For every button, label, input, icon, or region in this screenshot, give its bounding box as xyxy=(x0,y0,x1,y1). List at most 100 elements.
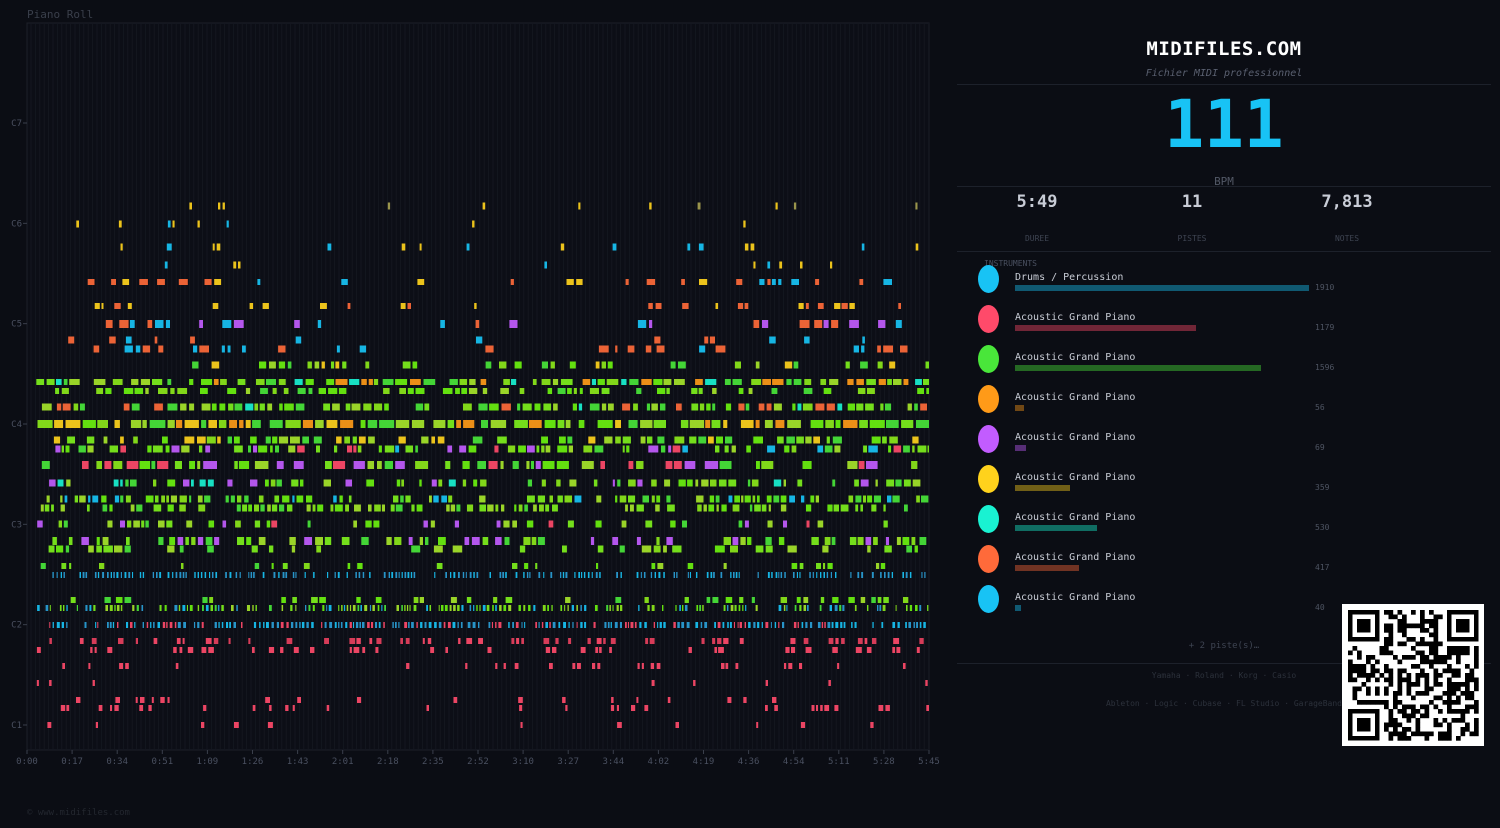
midi-note xyxy=(697,202,701,210)
midi-note xyxy=(422,638,425,644)
midi-note xyxy=(479,605,481,611)
midi-note xyxy=(114,605,116,611)
midi-note xyxy=(815,403,825,411)
midi-note xyxy=(578,420,585,428)
qr-module xyxy=(1429,731,1434,737)
midi-note xyxy=(374,403,383,411)
midi-note xyxy=(235,572,238,578)
qr-module xyxy=(1384,650,1389,656)
instrument-row[interactable]: Acoustic Grand Piano 40 xyxy=(977,585,1357,625)
midi-note xyxy=(204,279,212,285)
time-label: 0:51 xyxy=(151,757,173,767)
midi-note xyxy=(212,303,219,309)
midi-note xyxy=(229,420,237,428)
qr-module xyxy=(1375,668,1380,674)
midi-note xyxy=(96,461,102,469)
midi-note xyxy=(276,622,279,628)
midi-note xyxy=(861,243,865,251)
midi-note xyxy=(402,361,411,369)
qr-module xyxy=(1384,722,1389,728)
midi-note xyxy=(730,545,738,553)
instrument-row[interactable]: Acoustic Grand Piano 530 xyxy=(977,505,1357,545)
instrument-row[interactable]: Acoustic Grand Piano 69 xyxy=(977,425,1357,465)
midi-note xyxy=(751,379,762,385)
instrument-row[interactable]: Acoustic Grand Piano 1179 xyxy=(977,305,1357,345)
time-label: 3:10 xyxy=(512,757,534,767)
midi-note xyxy=(328,605,332,611)
instrument-row[interactable]: Acoustic Grand Piano 417 xyxy=(977,545,1357,585)
midi-note xyxy=(574,495,582,503)
instrument-row[interactable]: Acoustic Grand Piano 56 xyxy=(977,385,1357,425)
qr-module xyxy=(1397,731,1403,737)
midi-note xyxy=(41,403,52,411)
midi-note xyxy=(199,479,206,487)
midi-note xyxy=(593,622,596,628)
time-label: 2:52 xyxy=(467,757,489,767)
midi-note xyxy=(234,461,238,469)
midi-note xyxy=(612,479,615,487)
midi-note xyxy=(482,388,488,394)
midi-note xyxy=(701,638,705,644)
midi-note xyxy=(441,605,444,611)
midi-note xyxy=(115,597,123,603)
qr-module xyxy=(1397,628,1403,633)
midi-note xyxy=(66,479,71,487)
midi-note xyxy=(181,445,190,453)
midi-note xyxy=(529,572,531,578)
midi-note xyxy=(631,705,636,711)
instrument-row[interactable]: Acoustic Grand Piano 1596 xyxy=(977,345,1357,385)
midi-note xyxy=(740,537,746,545)
midi-note xyxy=(290,605,293,611)
midi-note xyxy=(834,705,839,711)
qr-code-icon[interactable] xyxy=(1342,604,1484,746)
midi-note xyxy=(456,504,461,512)
midi-note xyxy=(97,622,99,628)
midi-note xyxy=(377,605,380,611)
midi-note xyxy=(134,622,136,628)
qr-module xyxy=(1456,668,1461,674)
midi-note xyxy=(476,572,479,578)
midi-note xyxy=(316,445,320,453)
midi-note xyxy=(270,479,276,487)
midi-note xyxy=(282,572,285,578)
midi-note xyxy=(265,697,270,703)
midi-note xyxy=(142,420,147,428)
qr-module xyxy=(1447,668,1452,674)
midi-note xyxy=(141,520,145,528)
midi-note xyxy=(349,605,352,611)
qr-module xyxy=(1357,668,1362,674)
midi-note xyxy=(820,379,827,385)
midi-note xyxy=(625,622,627,628)
midi-note xyxy=(454,520,459,528)
midi-note xyxy=(287,504,293,512)
midi-note xyxy=(68,336,75,344)
more-tracks-note[interactable]: + 2 piste(s)… xyxy=(1188,641,1260,651)
midi-note xyxy=(859,279,864,285)
qr-module xyxy=(1397,659,1403,665)
midi-note xyxy=(821,622,824,628)
midi-note xyxy=(545,622,548,628)
midi-note xyxy=(194,572,196,578)
midi-note xyxy=(621,379,627,385)
midi-note xyxy=(757,495,760,503)
midi-note xyxy=(70,597,76,603)
instrument-row[interactable]: Acoustic Grand Piano 359 xyxy=(977,465,1357,505)
qr-module xyxy=(1442,700,1448,705)
midi-note xyxy=(473,479,478,487)
midi-note xyxy=(378,445,382,453)
midi-note xyxy=(560,379,573,385)
instrument-count: 1179 xyxy=(1315,323,1335,332)
midi-note xyxy=(352,436,357,444)
instrument-row[interactable]: Drums / Percussion 1910 xyxy=(977,265,1357,305)
qr-module xyxy=(1406,718,1412,723)
midi-note xyxy=(604,622,607,628)
qr-module xyxy=(1397,682,1403,687)
midi-note xyxy=(278,379,286,385)
midi-note xyxy=(682,303,689,309)
midi-note xyxy=(104,597,111,603)
midi-note xyxy=(294,320,300,328)
midi-note xyxy=(459,379,468,385)
midi-note xyxy=(103,436,108,444)
midi-note xyxy=(630,504,634,512)
